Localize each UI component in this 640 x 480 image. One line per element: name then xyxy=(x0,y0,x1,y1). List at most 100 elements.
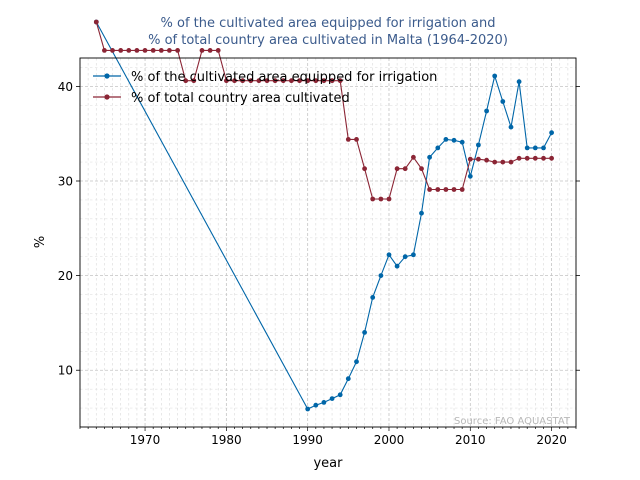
data-point xyxy=(500,159,506,165)
x-tick-label: 1990 xyxy=(292,433,323,447)
data-point xyxy=(443,187,449,192)
data-point xyxy=(541,155,546,161)
data-point xyxy=(492,159,498,165)
data-point xyxy=(313,402,319,408)
data-point xyxy=(150,48,156,53)
data-point xyxy=(297,78,302,84)
y-tick-label: 40 xyxy=(58,80,73,94)
data-point xyxy=(289,78,294,84)
data-point xyxy=(305,406,311,412)
data-point xyxy=(370,295,376,300)
data-point xyxy=(451,187,457,192)
data-point xyxy=(207,48,213,53)
data-point xyxy=(549,155,554,161)
legend: % of the cultivated area equipped for ir… xyxy=(93,70,437,106)
legend-label-cultivated: % of total country area cultivated xyxy=(131,91,350,106)
data-point xyxy=(345,376,351,382)
data-point xyxy=(435,187,441,192)
data-point xyxy=(459,139,465,145)
x-tick-label: 2000 xyxy=(374,433,405,447)
data-point xyxy=(541,145,546,151)
legend-marker-irrigation xyxy=(104,73,110,79)
data-point xyxy=(362,330,367,335)
data-point xyxy=(508,124,514,130)
chart-title-line-1: % of the cultivated area equipped for ir… xyxy=(161,16,496,31)
data-point xyxy=(427,154,432,160)
data-point xyxy=(354,137,359,142)
legend-label-irrigation: % of the cultivated area equipped for ir… xyxy=(131,70,437,85)
data-point xyxy=(467,156,473,162)
data-point xyxy=(411,154,416,160)
data-point xyxy=(484,157,489,163)
minor-grid xyxy=(79,58,577,428)
data-point xyxy=(467,173,473,179)
data-point xyxy=(516,155,522,161)
data-point xyxy=(386,252,392,258)
data-point xyxy=(524,145,530,151)
data-point xyxy=(378,196,384,202)
axis-ticks: 1970 1980 1990 2000 2010 2020 10 20 30 40 xyxy=(58,80,580,447)
source-note: Source: FAO AQUASTAT xyxy=(454,416,571,427)
data-point xyxy=(248,78,254,84)
y-tick-label: 30 xyxy=(58,175,73,189)
data-point xyxy=(345,137,351,142)
y-tick-label: 20 xyxy=(58,269,73,283)
data-point xyxy=(549,130,554,136)
data-point xyxy=(394,263,400,269)
x-tick-label: 1970 xyxy=(130,433,161,447)
data-point xyxy=(354,359,359,365)
data-point xyxy=(435,145,441,151)
series-2 xyxy=(93,19,554,202)
y-tick-label: 10 xyxy=(58,364,73,378)
data-point xyxy=(500,99,506,104)
data-point xyxy=(167,48,172,53)
data-point xyxy=(191,78,197,84)
data-point xyxy=(329,396,335,401)
legend-marker-cultivated xyxy=(104,94,110,100)
data-point xyxy=(329,78,335,84)
data-point xyxy=(476,142,481,148)
data-point xyxy=(451,137,457,143)
data-point xyxy=(183,78,189,84)
data-point xyxy=(532,155,538,161)
data-point xyxy=(272,78,278,84)
data-point xyxy=(516,79,522,85)
data-point xyxy=(378,273,384,278)
data-point xyxy=(419,210,424,216)
data-point xyxy=(508,159,514,165)
series-layer xyxy=(93,19,554,412)
data-point xyxy=(321,400,327,405)
data-point xyxy=(386,196,392,202)
x-tick-label: 2010 xyxy=(455,433,486,447)
data-point xyxy=(394,166,400,172)
data-point xyxy=(240,78,246,84)
data-point xyxy=(305,78,311,84)
data-point xyxy=(264,78,270,84)
data-point xyxy=(337,78,343,84)
data-point xyxy=(158,48,164,53)
data-point xyxy=(524,155,530,161)
data-point xyxy=(102,48,107,53)
data-point xyxy=(402,254,408,260)
data-point xyxy=(402,166,408,172)
data-point xyxy=(419,166,424,172)
data-point xyxy=(126,48,132,53)
x-tick-label: 1980 xyxy=(211,433,242,447)
y-axis-label: % xyxy=(33,236,48,248)
data-point xyxy=(532,145,538,151)
plot-frame xyxy=(79,57,577,428)
data-point xyxy=(321,78,327,84)
data-point xyxy=(199,48,205,53)
data-point xyxy=(256,78,262,84)
data-point xyxy=(362,166,367,172)
data-point xyxy=(427,187,432,192)
data-point xyxy=(215,48,221,53)
data-point xyxy=(142,48,148,53)
data-point xyxy=(93,19,99,25)
chart-title-line-2: % of total country area cultivated in Ma… xyxy=(148,33,508,48)
data-point xyxy=(443,137,449,142)
x-axis-label: year xyxy=(313,456,343,471)
data-point xyxy=(337,392,343,398)
data-point xyxy=(118,48,124,53)
series-line xyxy=(95,21,553,410)
